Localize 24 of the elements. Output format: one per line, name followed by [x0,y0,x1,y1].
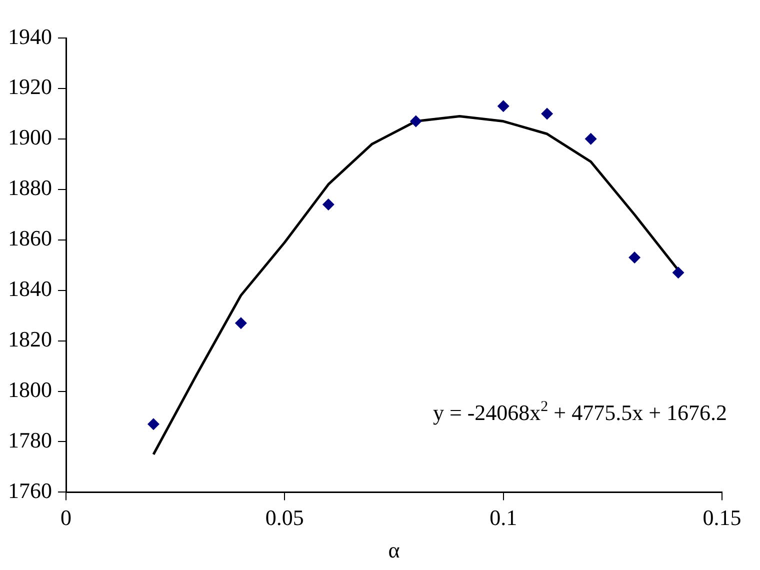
y-tick-label: 1880 [8,175,52,200]
point [541,108,554,120]
point [410,115,422,128]
y-tick-label: 1840 [8,276,52,302]
point [672,266,684,279]
point [322,198,334,211]
point [497,100,510,112]
y-tick-label: 1760 [8,478,52,503]
x-tick-label: 0 [60,505,72,530]
y-tick-label: 1860 [8,226,52,251]
x-axis-title: α [388,538,400,563]
point [584,132,597,145]
point [147,418,160,430]
y-tick-label: 1780 [8,428,52,453]
point [628,252,641,264]
y-tick-label: 1920 [8,74,52,100]
x-tick-label: 0.15 [702,505,742,530]
y-tick-label: 1900 [8,124,52,150]
point [234,317,247,330]
y-tick-label: 1800 [8,377,52,402]
y-tick-label: 1940 [8,24,52,49]
x-tick-label: 0.05 [265,505,304,530]
x-tick-label: 0.1 [490,505,518,530]
y-tick-label: 1820 [8,326,52,352]
